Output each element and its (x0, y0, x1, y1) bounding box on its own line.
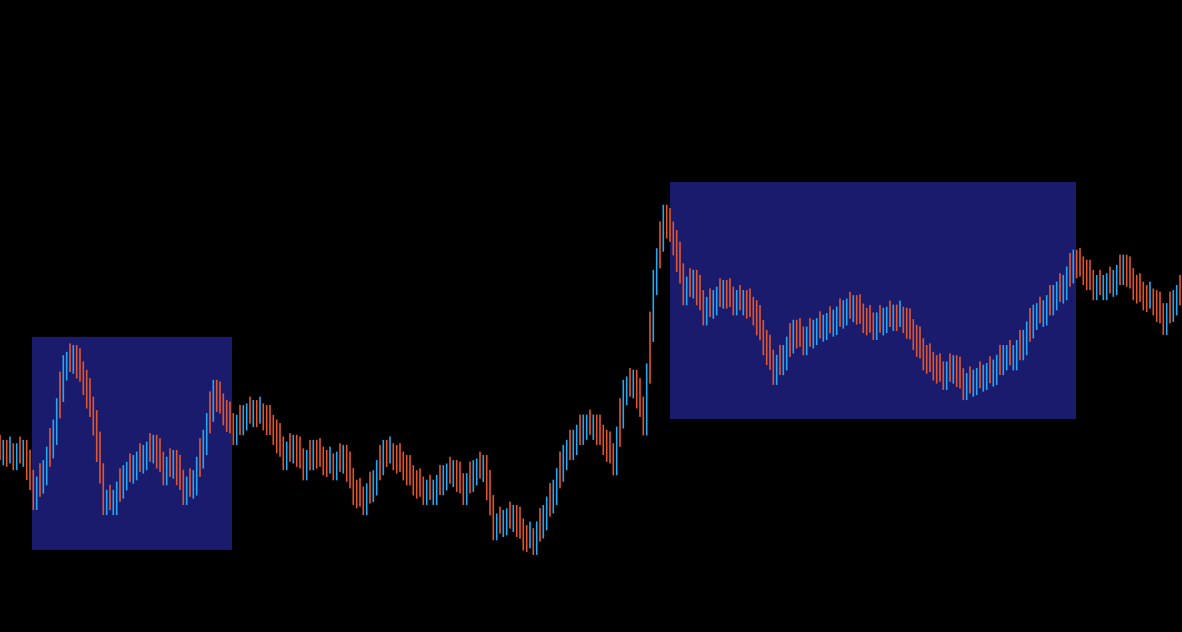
highlight-zone-1 (32, 336, 232, 550)
highlight-zone-2 (670, 182, 1076, 420)
price-bars (0, 204, 1181, 555)
highlight-zones (32, 182, 1076, 550)
